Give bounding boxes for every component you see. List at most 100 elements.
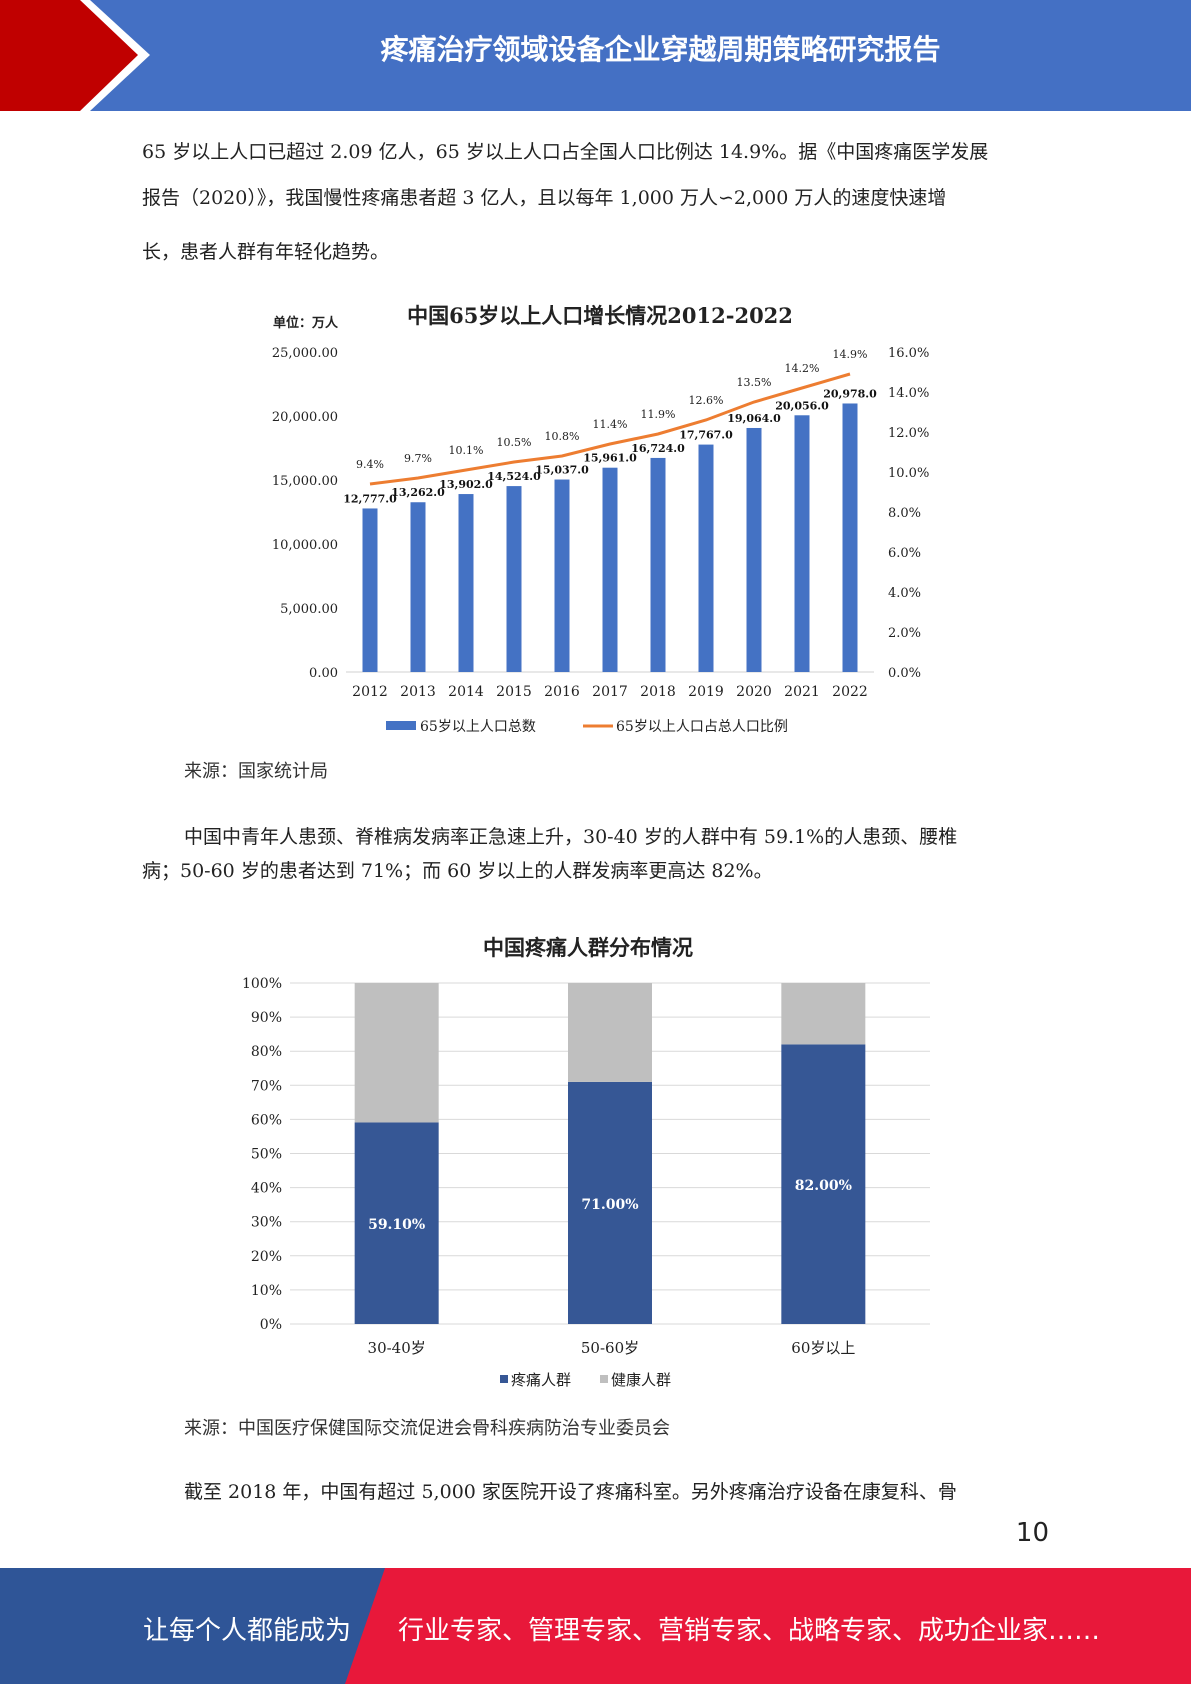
paragraph-line: 中国中青年人患颈、脊椎病发病率正急速上升，30-40 岁的人群中有 59.1%的… xyxy=(184,826,958,848)
x-tick-label: 2021 xyxy=(784,684,820,700)
legend-healthy-swatch xyxy=(600,1375,608,1383)
pain-bar xyxy=(781,1044,866,1324)
line-data-label: 10.1% xyxy=(449,444,484,457)
y2-tick-label: 0.0% xyxy=(888,666,921,681)
population-bar xyxy=(602,467,618,672)
line-data-label: 14.2% xyxy=(785,362,820,375)
population-bar xyxy=(458,494,474,672)
x-tick-label: 2016 xyxy=(544,684,580,700)
y-tick-label: 15,000.00 xyxy=(272,474,338,489)
y-tick-label: 30% xyxy=(251,1215,282,1231)
header-chevron-decoration xyxy=(0,0,150,111)
legend-healthy-label: 健康人群 xyxy=(611,1371,671,1389)
y-tick-label: 20% xyxy=(251,1249,282,1265)
x-tick-label: 2014 xyxy=(448,684,484,700)
legend-line-label: 65岁以上人口占总人口比例 xyxy=(616,719,788,735)
line-data-label: 11.9% xyxy=(641,408,676,421)
bar-data-label: 19,064.0 xyxy=(727,412,781,425)
bar-data-label: 20,056.0 xyxy=(775,399,829,412)
y-tick-label: 60% xyxy=(251,1112,282,1128)
y-tick-label: 20,000.00 xyxy=(272,410,338,425)
intro-paragraph: 65 岁以上人口已超过 2.09 亿人，65 岁以上人口占全国人口比例达 14.… xyxy=(142,138,1042,266)
paragraph-line: 病；50-60 岁的患者达到 71%；而 60 岁以上的人群发病率更高达 82%… xyxy=(142,860,773,882)
population-bar xyxy=(746,427,762,672)
legend-pain-label: 疼痛人群 xyxy=(511,1371,571,1389)
bar-data-label: 17,767.0 xyxy=(679,429,733,442)
population-bar xyxy=(362,508,378,672)
x-tick-label: 30-40岁 xyxy=(368,1339,426,1357)
line-data-label: 14.9% xyxy=(833,348,868,361)
line-data-label: 11.4% xyxy=(593,418,628,431)
bar-data-label: 16,724.0 xyxy=(631,442,685,455)
line-data-label: 9.7% xyxy=(404,452,432,465)
y2-tick-label: 2.0% xyxy=(888,626,921,641)
chart2-source: 来源：中国医疗保健国际交流促进会骨科疾病防治专业委员会 xyxy=(184,1418,670,1439)
paragraph-line: 报告（2020）》，我国慢性疼痛患者超 3 亿人，且以每年 1,000 万人∽2… xyxy=(142,187,947,209)
line-data-label: 10.8% xyxy=(545,430,580,443)
y-tick-label: 100% xyxy=(242,976,282,992)
line-data-label: 10.5% xyxy=(497,436,532,449)
y-tick-label: 80% xyxy=(251,1044,282,1060)
hospital-paragraph: 截至 2018 年，中国有超过 5,000 家医院开设了疼痛科室。另外疼痛治疗设… xyxy=(142,1478,1042,1506)
paragraph-line: 截至 2018 年，中国有超过 5,000 家医院开设了疼痛科室。另外疼痛治疗设… xyxy=(184,1481,957,1503)
y-tick-label: 70% xyxy=(251,1078,282,1094)
y-tick-label: 10% xyxy=(251,1283,282,1299)
bar-data-label: 14,524.0 xyxy=(487,470,541,483)
x-tick-label: 2012 xyxy=(352,684,388,700)
x-tick-label: 2017 xyxy=(592,684,628,700)
x-tick-label: 50-60岁 xyxy=(581,1339,639,1357)
x-tick-label: 2018 xyxy=(640,684,676,700)
footer-slogan-left: 让每个人都能成为 xyxy=(143,1616,352,1646)
y-tick-label: 0.00 xyxy=(309,666,338,681)
paragraph-line: 长，患者人群有年轻化趋势。 xyxy=(142,241,390,263)
y2-tick-label: 4.0% xyxy=(888,586,921,601)
x-tick-label: 2019 xyxy=(688,684,724,700)
legend-bar-label: 65岁以上人口总数 xyxy=(420,719,536,735)
unit-label: 单位：万人 xyxy=(273,315,339,331)
pain-bar xyxy=(568,1081,652,1324)
pain-population-chart: 中国疼痛人群分布情况 0% 10% 20% 30% 40% 50% 60% 70% 80% 90% 1… xyxy=(242,935,930,1389)
x-tick-label: 2015 xyxy=(496,684,532,700)
bar-data-label: 20,978.0 xyxy=(823,387,877,400)
legend-pain-swatch xyxy=(500,1375,508,1383)
healthy-bar xyxy=(568,983,652,1082)
y-tick-label: 90% xyxy=(251,1010,282,1026)
population-bar xyxy=(554,479,570,672)
y-tick-label: 40% xyxy=(251,1181,282,1197)
bar-data-label: 71.00% xyxy=(581,1197,638,1213)
page-header: 疼痛治疗领域设备企业穿越周期策略研究报告 xyxy=(0,0,1191,111)
line-data-label: 12.6% xyxy=(689,394,724,407)
report-title: 疼痛治疗领域设备企业穿越周期策略研究报告 xyxy=(380,33,941,66)
line-data-label: 13.5% xyxy=(737,376,772,389)
healthy-bar xyxy=(781,983,866,1045)
bar-data-label: 82.00% xyxy=(795,1178,852,1194)
paragraph-line: 65 岁以上人口已超过 2.09 亿人，65 岁以上人口占全国人口比例达 14.… xyxy=(142,141,989,163)
bar-data-label: 13,262.0 xyxy=(391,486,445,499)
x-tick-label: 2022 xyxy=(832,684,868,700)
y-tick-label: 50% xyxy=(251,1147,282,1163)
spine-disease-paragraph: 中国中青年人患颈、脊椎病发病率正急速上升，30-40 岁的人群中有 59.1%的… xyxy=(142,823,1042,885)
page-footer xyxy=(0,1568,1191,1684)
page-number: 10 xyxy=(1015,1518,1049,1548)
y-tick-label: 25,000.00 xyxy=(272,346,338,361)
bar-data-label: 13,902.0 xyxy=(439,478,493,491)
y-tick-label: 5,000.00 xyxy=(280,602,338,617)
population-bar xyxy=(410,502,426,672)
y2-tick-label: 10.0% xyxy=(888,466,929,481)
line-data-label: 9.4% xyxy=(356,458,384,471)
y2-tick-label: 16.0% xyxy=(888,346,929,361)
chart-title: 中国65岁以上人口增长情况2012-2022 xyxy=(407,303,793,328)
y2-tick-label: 14.0% xyxy=(888,386,929,401)
bar-data-label: 12,777.0 xyxy=(343,492,397,505)
bar-data-label: 15,961.0 xyxy=(583,452,637,465)
chart1-source: 来源：国家统计局 xyxy=(184,761,328,782)
chart-title: 中国疼痛人群分布情况 xyxy=(483,935,693,960)
population-bar xyxy=(506,486,522,672)
population-bar xyxy=(650,457,666,672)
x-tick-label: 2020 xyxy=(736,684,772,700)
population-65-chart: 中国65岁以上人口增长情况2012-2022 单位：万人 0.00 5,000.00 1… xyxy=(272,303,929,735)
population-bar xyxy=(698,444,714,672)
y-tick-label: 0% xyxy=(260,1317,282,1333)
bar-data-label: 15,037.0 xyxy=(535,464,589,477)
x-tick-label: 60岁以上 xyxy=(791,1339,855,1357)
